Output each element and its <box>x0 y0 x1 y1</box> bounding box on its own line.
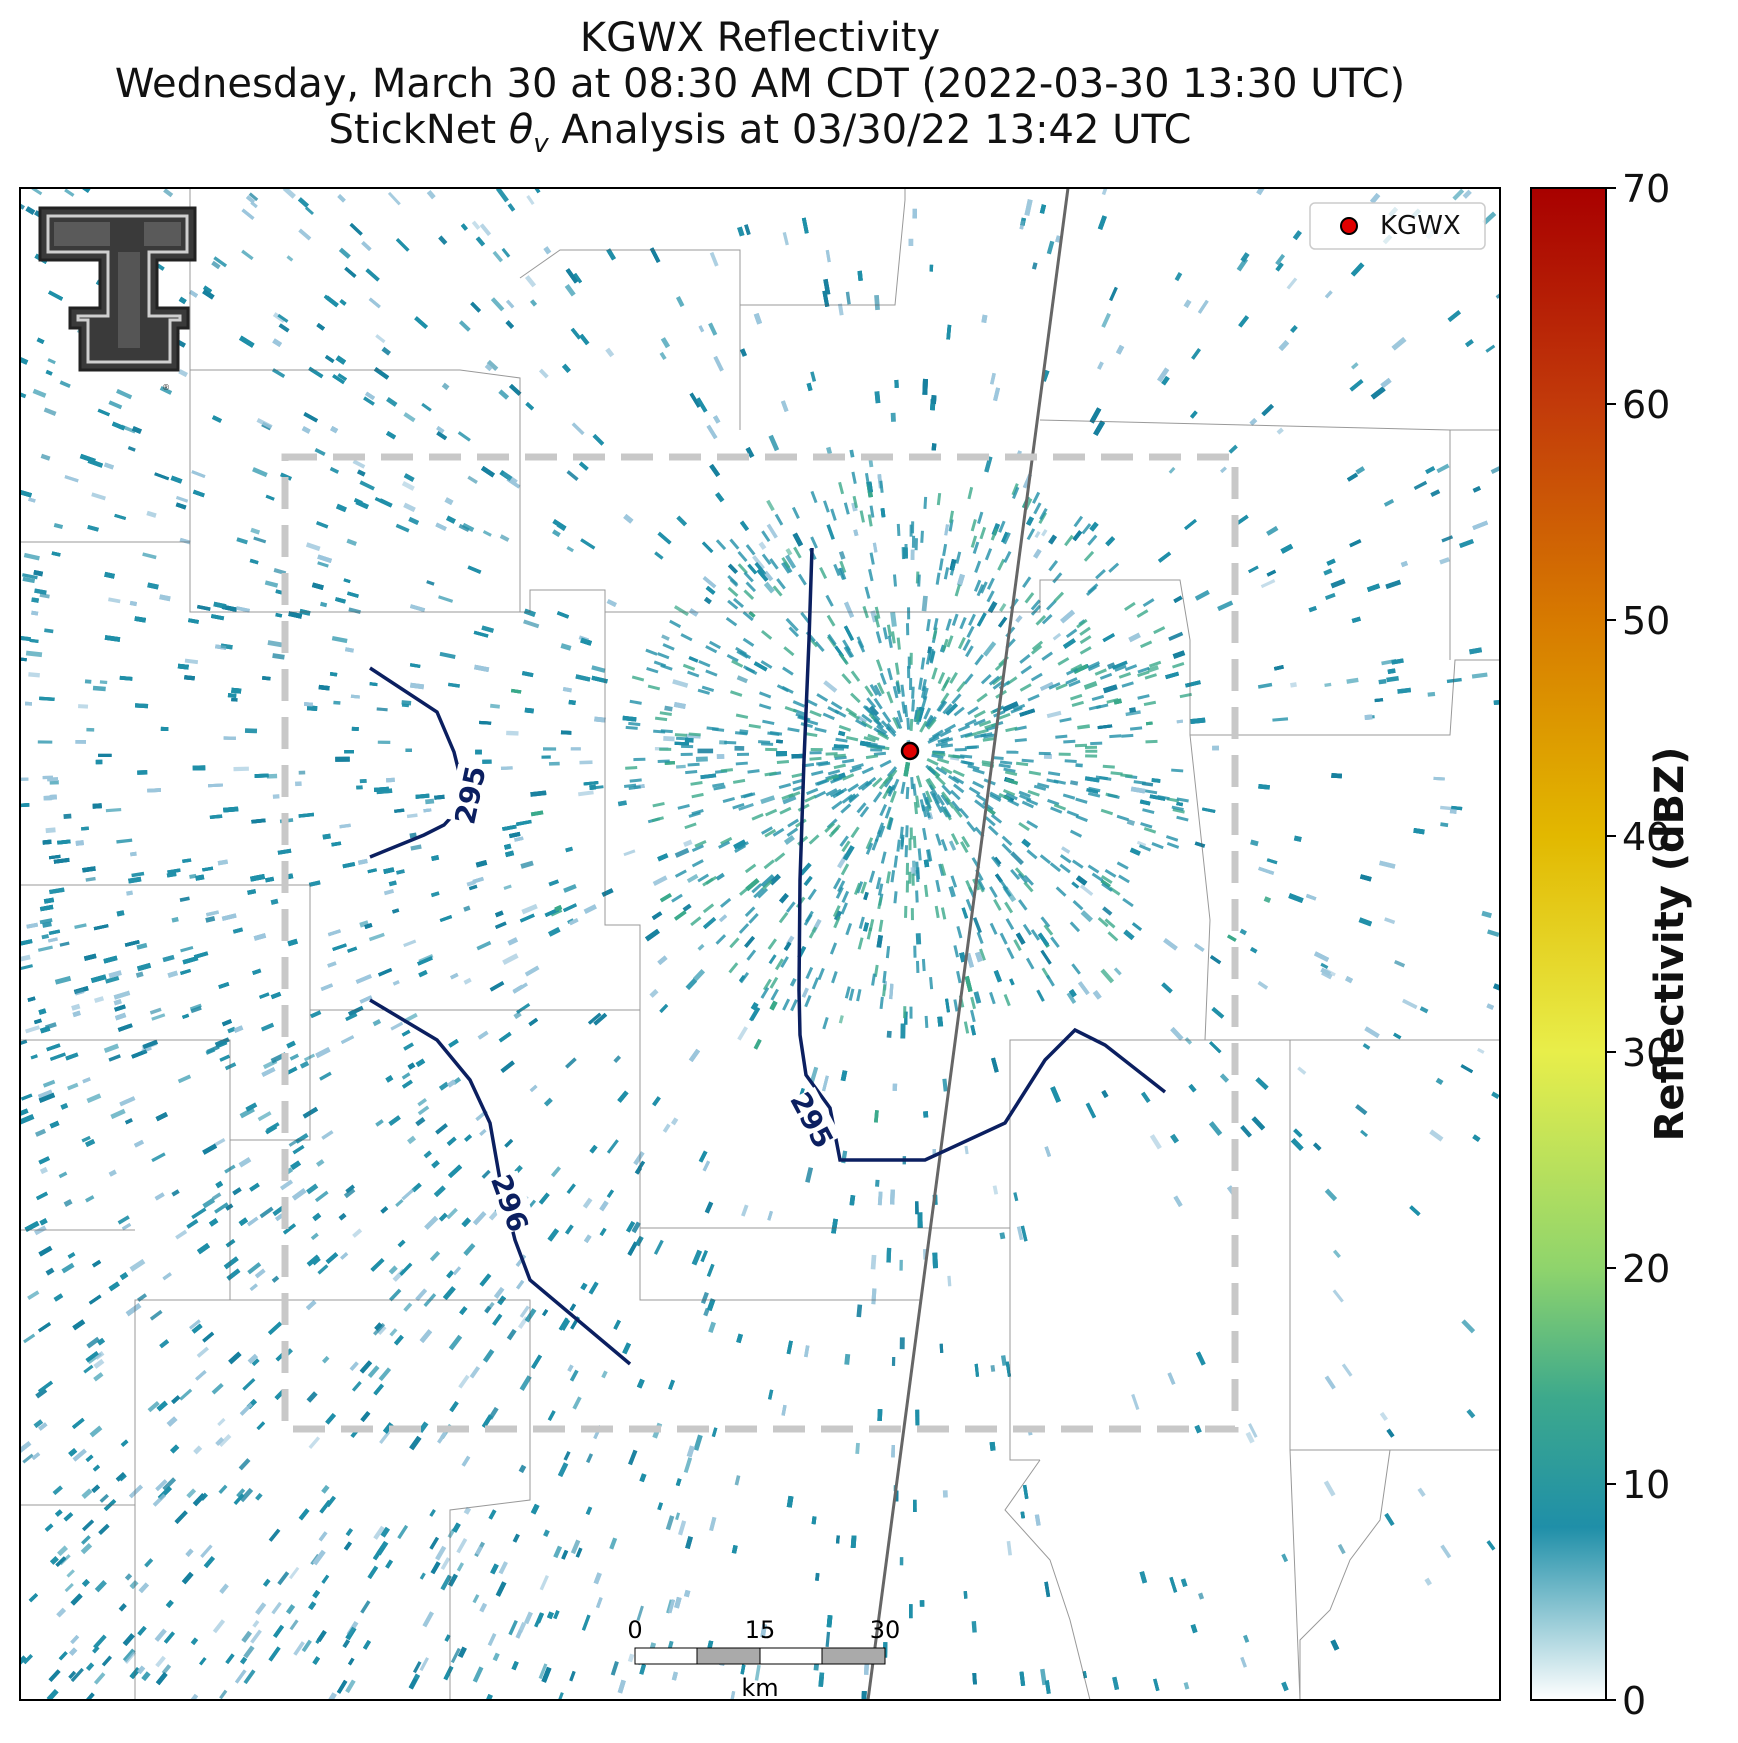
colorbar-gradient <box>1530 187 1607 1701</box>
title-line-3: StickNet θv Analysis at 03/30/22 13:42 U… <box>328 107 1192 159</box>
legend-marker-icon <box>1340 217 1358 235</box>
map-panel <box>20 188 1500 1700</box>
scalebar: 0 15 30 km <box>627 1616 900 1702</box>
colorbar-tick-label: 20 <box>1622 1247 1670 1291</box>
contour-label-background <box>485 1170 537 1235</box>
theta-v-contour-line <box>369 998 632 1366</box>
scalebar-tick-0: 0 <box>627 1616 642 1644</box>
colorbar-tick-label: 50 <box>1622 599 1670 643</box>
scalebar-tick-15: 15 <box>745 1616 776 1644</box>
county-boundaries <box>20 188 1500 1700</box>
theta-v-contour-line <box>797 547 1167 1162</box>
colorbar-label: Reflectivity (dBZ) <box>1647 747 1693 1142</box>
contour-label-background <box>784 1086 842 1153</box>
reflectivity-field <box>20 188 1500 1700</box>
legend-label: KGWX <box>1380 211 1461 241</box>
scalebar-unit: km <box>741 1674 778 1702</box>
title-line-2: Wednesday, March 30 at 08:30 AM CDT (202… <box>114 61 1406 107</box>
highway-line <box>866 188 1070 1700</box>
colorbar-tick-label: 60 <box>1622 383 1670 427</box>
map-frame <box>19 187 1501 1701</box>
contour-label-background <box>446 763 492 826</box>
colorbar-tick-label: 10 <box>1622 1463 1670 1507</box>
colorbar: 0 10 20 30 40 50 60 70 Reflectivity (dBZ) <box>1530 167 1693 1723</box>
colorbar-tick-label: 30 <box>1622 1031 1670 1075</box>
title-line-1: KGWX Reflectivity <box>579 15 941 61</box>
colorbar-tick-label: 70 <box>1622 167 1670 211</box>
legend: KGWX <box>1309 202 1486 250</box>
radar-site-marker <box>900 741 920 761</box>
scalebar-tick-30: 30 <box>870 1616 901 1644</box>
colorbar-tick-label: 40 <box>1622 815 1670 859</box>
texas-tech-logo: ® <box>38 206 197 392</box>
colorbar-tick-label: 0 <box>1622 1679 1646 1723</box>
